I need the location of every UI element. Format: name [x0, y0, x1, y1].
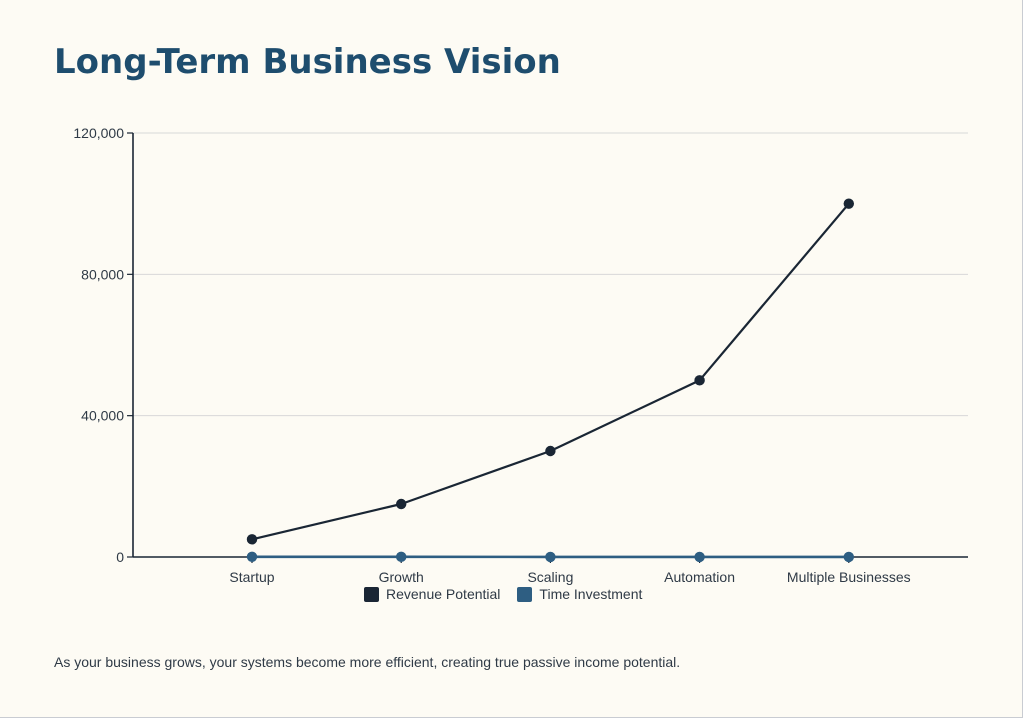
footnote: As your business grows, your systems bec…: [54, 654, 681, 670]
legend-item-revenue[interactable]: Revenue Potential: [364, 586, 500, 602]
x-tick-label: Automation: [664, 569, 735, 585]
legend-swatch-time: [517, 586, 533, 602]
legend: Revenue Potential Time Investment: [364, 586, 659, 602]
x-tick-label: Multiple Businesses: [787, 569, 911, 585]
y-tick-label: 120,000: [73, 125, 124, 141]
x-tick-label: Growth: [379, 569, 424, 585]
legend-label-revenue: Revenue Potential: [386, 586, 501, 602]
series-line-revenue: [251, 202, 850, 541]
legend-swatch-revenue: [364, 586, 379, 602]
data-point-revenue: [694, 375, 705, 386]
data-point-time: [396, 551, 407, 563]
data-point-time: [843, 551, 854, 563]
data-point-revenue: [396, 498, 407, 510]
axes: [127, 132, 968, 563]
x-tick-label: Startup: [229, 569, 274, 585]
y-tick-label: 80,000: [81, 266, 124, 282]
legend-label-time: Time Investment: [539, 586, 643, 602]
gridlines: [133, 132, 968, 417]
data-point-time: [545, 551, 556, 563]
x-tick-label: Scaling: [527, 569, 573, 585]
tick-labels: 0 40,000 80,000 120,000 Startup Growth Scaling…: [73, 125, 910, 585]
data-point-revenue: [246, 534, 258, 545]
y-tick-label: 0: [116, 549, 124, 565]
data-point-revenue: [545, 445, 556, 457]
data-point-time: [694, 551, 705, 563]
legend-item-time[interactable]: Time Investment: [517, 586, 642, 602]
y-tick-label: 40,000: [81, 408, 124, 424]
data-point-time: [246, 551, 258, 562]
series-lines: [246, 198, 854, 563]
chart-title: Long-Term Business Vision: [54, 42, 561, 82]
data-point-revenue: [843, 198, 854, 209]
